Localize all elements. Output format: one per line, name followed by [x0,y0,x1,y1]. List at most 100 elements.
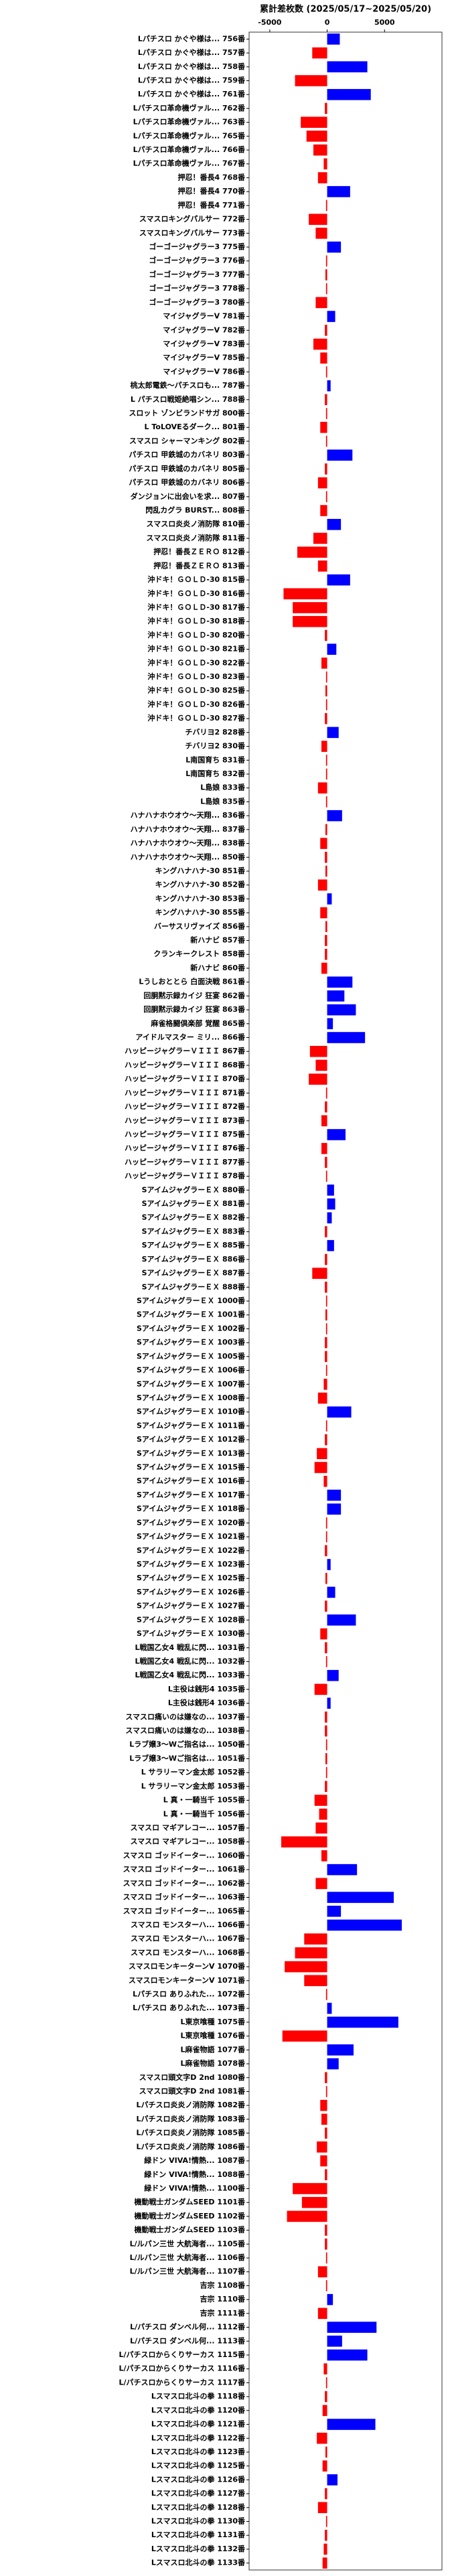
bar [327,2016,398,2028]
bar [327,976,353,988]
x-tick-label: -5000 [258,18,282,27]
bar [314,1462,327,1473]
bar [320,1628,327,1640]
bar [325,2391,327,2403]
bar [327,1032,366,1043]
bar [312,1268,327,1279]
bar [322,2557,327,2569]
y-tick-label: スマスロ ゴッドイーター... 1060番 [123,1850,246,1860]
y-tick-label: Lラブ嬢3〜Wご指名は... 1050番 [129,1740,246,1749]
y-tick-label: ハッピージャグラーＶＩＩＩ 876番 [125,1143,246,1152]
bar [319,1809,327,1820]
y-tick-label: スマスロ モンスターハ... 1068番 [131,1947,246,1957]
bar [321,1850,327,1862]
bar [325,629,327,641]
y-tick-label: Lスマスロ北斗の拳 1126番 [151,2474,246,2484]
bar [327,88,371,100]
y-tick-label: 沖ドキ！ＧＯＬＤ-30 822番 [147,658,246,667]
y-tick-label: 沖ドキ！ＧＯＬＤ-30 815番 [147,575,246,584]
y-tick-label: スマスロ モンスターハ... 1067番 [131,1934,246,1943]
bar [282,2030,327,2042]
bar [283,588,327,600]
y-tick-label: Lスマスロ北斗の拳 1128番 [151,2502,246,2512]
bar [325,283,327,295]
bar [320,505,327,516]
y-tick-label: マイジャグラーV 782番 [163,325,246,334]
bar [325,1351,327,1363]
bar [327,33,340,45]
y-tick-label: 沖ドキ！ＧＯＬＤ-30 818番 [147,616,246,625]
y-tick-label: SアイムジャグラーＥＸ 887番 [142,1268,246,1278]
bar [325,1656,327,1667]
y-tick-label: Lパチスロ かぐや様は... 757番 [138,48,246,57]
bar [325,685,327,697]
bar [325,324,327,336]
y-tick-label: キングハナハナ-30 851番 [155,866,246,875]
y-tick-label: 吉宗 1108番 [200,2280,246,2289]
bar [325,491,327,503]
y-tick-label: キングハナハナ-30 855番 [155,907,246,917]
bar [327,1018,333,1030]
y-tick-label: スマスロ炎炎ノ消防隊 810番 [147,519,246,528]
y-tick-label: パチスロ 甲鉄城のカバネリ 806番 [129,477,246,487]
bar [325,796,327,808]
y-tick-label: L/パチスロからくりサーカス 1115番 [119,2350,246,2359]
bar [315,1878,327,1890]
bar [325,671,327,683]
bar [325,1434,327,1446]
y-tick-label: SアイムジャグラーＥＸ 1001番 [137,1310,246,1319]
bar [317,2502,327,2514]
bar [327,1406,352,1418]
y-tick-label: Lパチスロ革命機ヴァル... 765番 [133,131,246,140]
bar [325,935,327,946]
y-tick-label: 機動戦士ガンダムSEED 1102番 [134,2211,246,2220]
y-tick-label: ハナハナホウオウ〜天翔... 838番 [131,838,246,848]
y-tick-label: Lスマスロ北斗の拳 1122番 [151,2433,246,2442]
bar [327,2349,368,2361]
y-tick-label: SアイムジャグラーＥＸ 1025番 [137,1573,246,1582]
y-tick-label: Lスマスロ北斗の拳 1131番 [151,2530,246,2539]
bar [327,1004,356,1016]
x-tick-label: 5000 [374,18,395,27]
y-tick-label: 沖ドキ！ＧＯＬＤ-30 816番 [147,589,246,598]
y-tick-label: L 真・一騎当千 1056番 [163,1809,246,1818]
plot-frame [248,31,443,2571]
bar [325,1226,327,1237]
y-tick-label: スマスロキングパルサー 772番 [139,214,246,224]
bar [317,2432,327,2444]
y-tick-label: 麻雀格闘倶楽部 覚醒 865番 [150,1018,246,1028]
bar [325,1766,327,1778]
y-tick-label: Lパチスロ革命機ヴァル... 763番 [133,117,246,127]
bar [325,269,327,281]
bar [327,1586,335,1598]
bar [320,421,327,433]
bar [327,1129,346,1140]
bar [317,1392,327,1404]
bar [327,61,368,73]
y-tick-label: Lパチスロ炎炎ノ消防隊 1083番 [137,2114,246,2123]
y-tick-label: 緑ドン VIVA!情熱... 1088番 [144,2170,246,2179]
y-tick-label: ハッピージャグラーＶＩＩＩ 872番 [125,1102,246,1111]
bar [320,352,327,364]
bar [325,2516,327,2527]
y-tick-label: スマスロ炎炎ノ消防隊 811番 [147,533,246,542]
y-tick-label: 機動戦士ガンダムSEED 1103番 [134,2225,246,2234]
bar [317,1448,327,1460]
bar [306,131,327,142]
bar [325,1337,327,1349]
bar [325,1712,327,1723]
y-tick-label: 新ハナビ 860番 [190,963,246,972]
bar [325,1365,327,1376]
y-tick-label: L/パチスロからくりサーカス 1116番 [119,2364,246,2373]
y-tick-label: ハッピージャグラーＶＩＩＩ 878番 [125,1171,246,1181]
y-tick-label: Lスマスロ北斗の拳 1133番 [151,2558,246,2567]
bar [320,838,327,849]
y-tick-label: Lパチスロ炎炎ノ消防隊 1085番 [137,2128,246,2137]
y-tick-label: ハッピージャグラーＶＩＩＩ 871番 [125,1087,246,1097]
bar [309,1045,327,1057]
bar [317,2307,327,2320]
y-tick-label: L東京喰種 1075番 [181,2017,246,2026]
y-tick-label: SアイムジャグラーＥＸ 886番 [142,1254,246,1264]
bar [317,560,327,572]
y-tick-label: Lパチスロ革命機ヴァル... 762番 [133,103,246,112]
